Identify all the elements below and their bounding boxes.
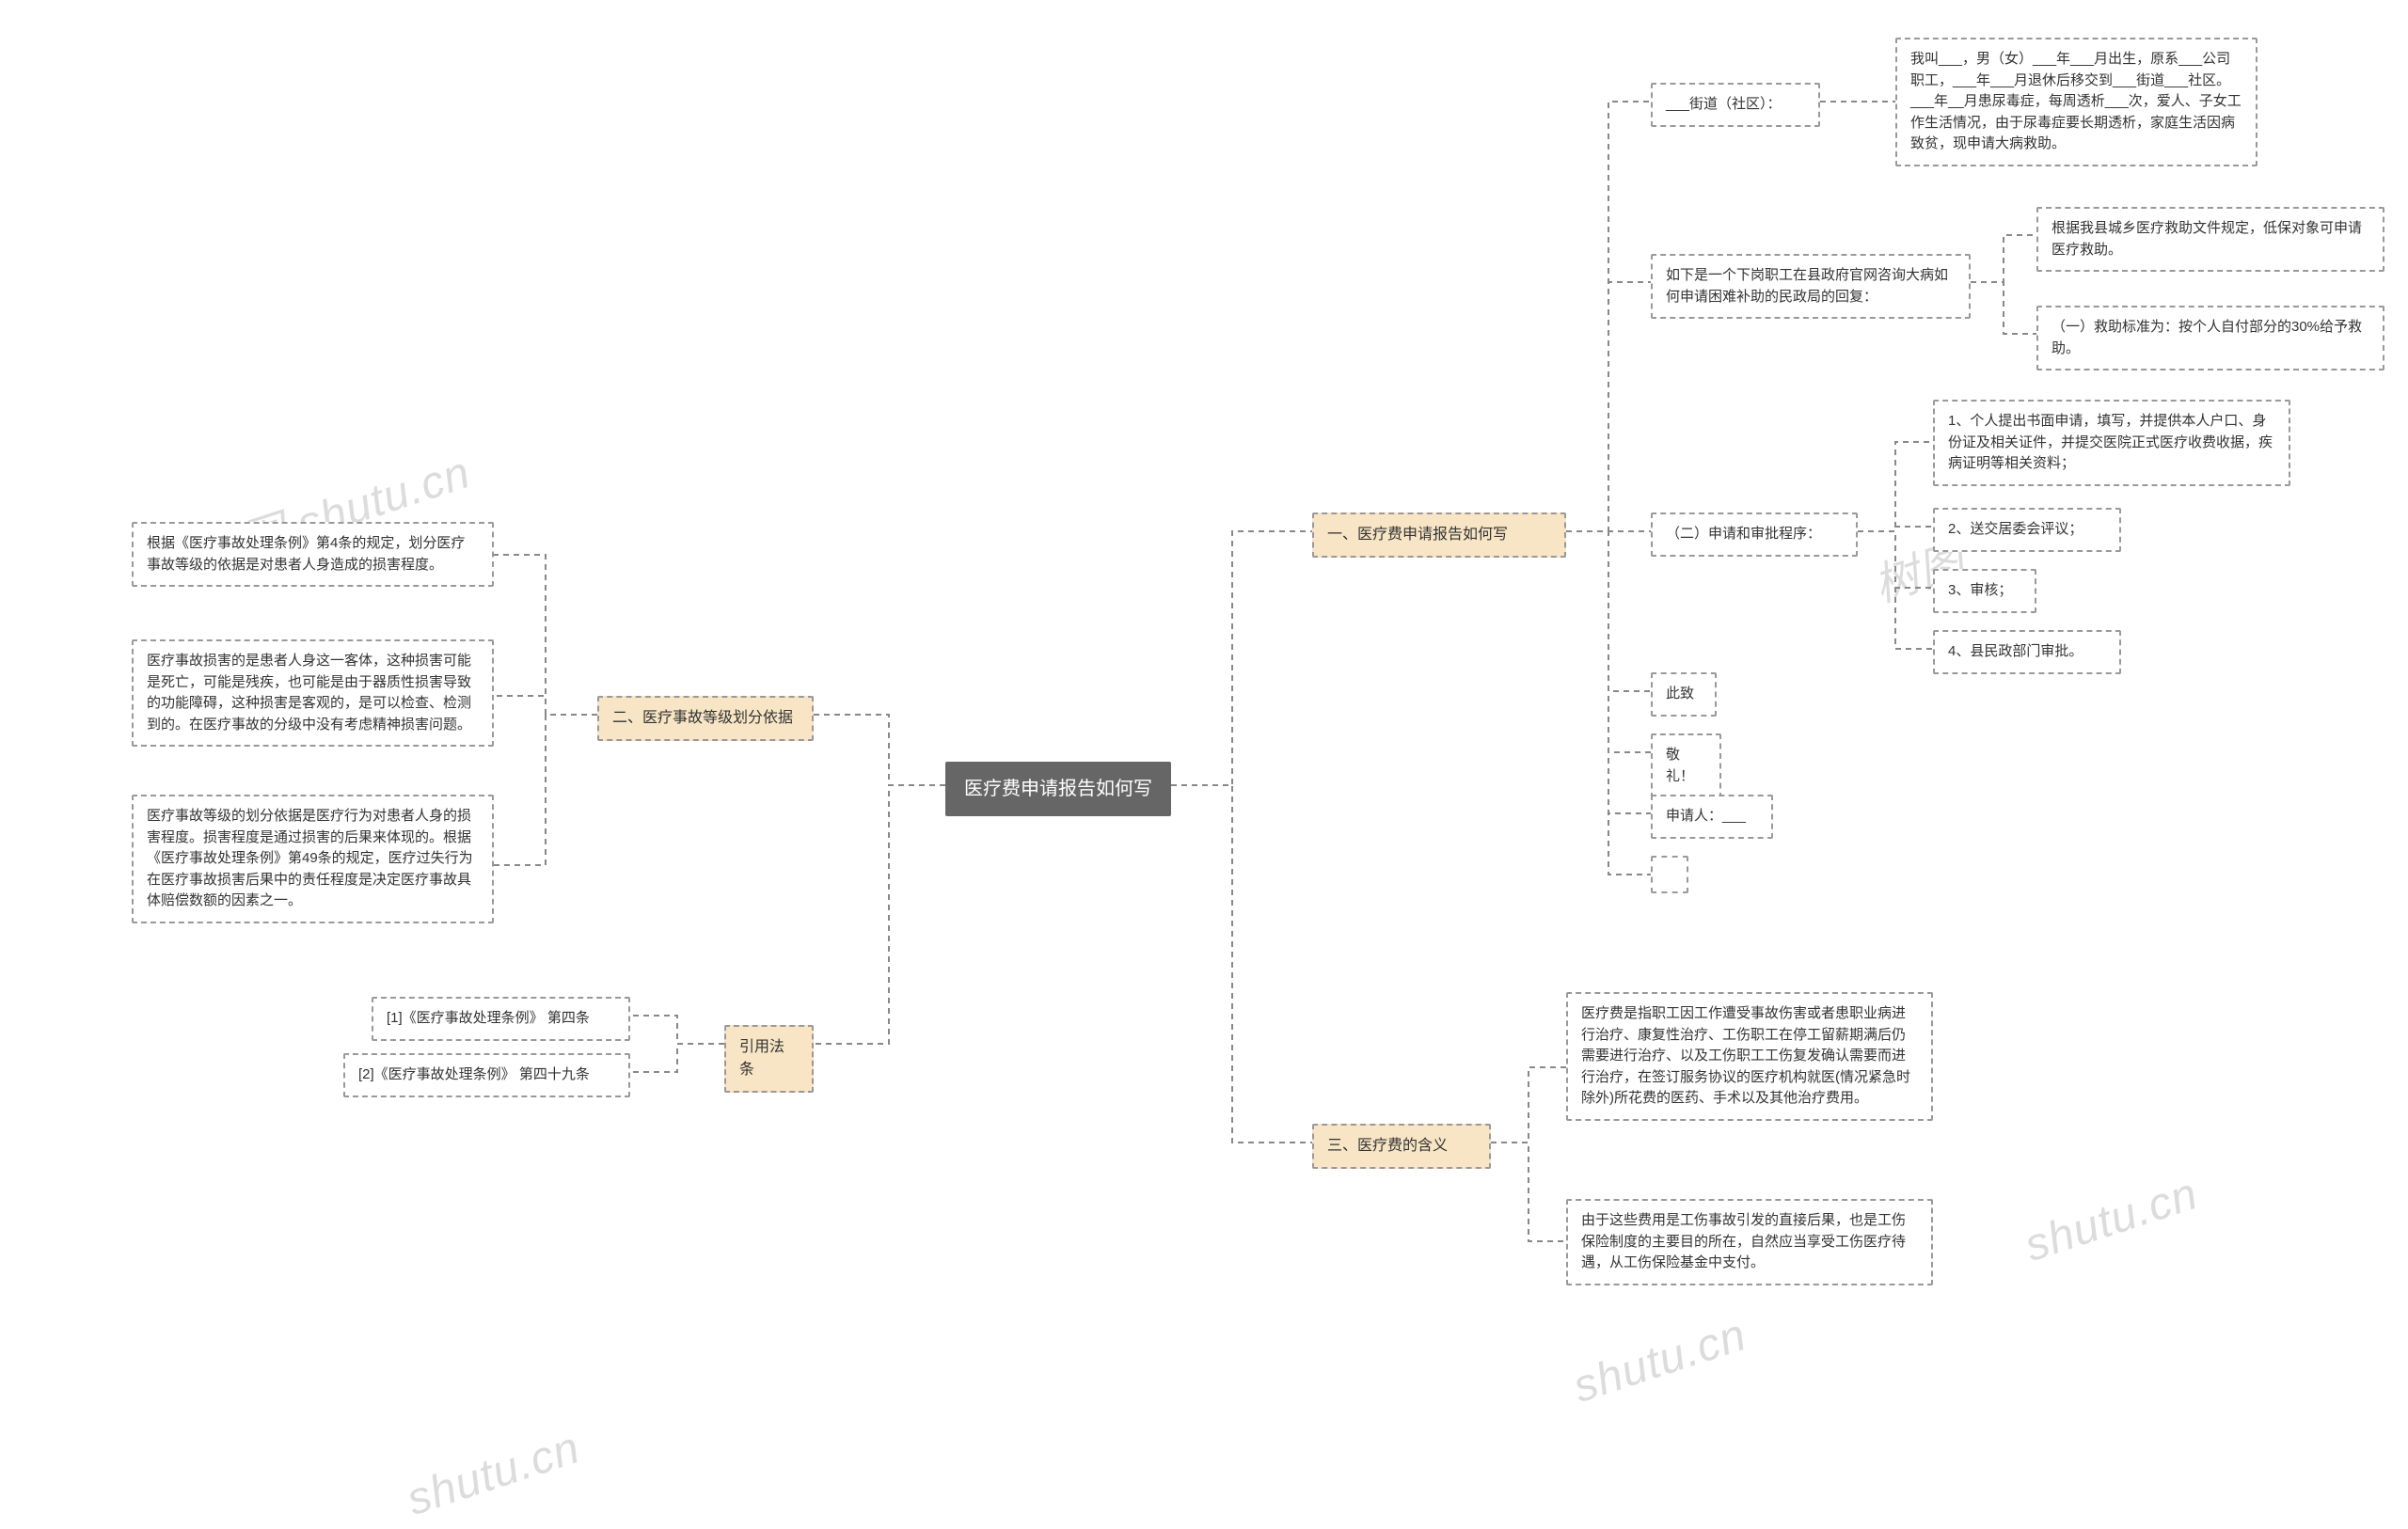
branch-3: 三、医疗费的含义 bbox=[1312, 1124, 1491, 1169]
branch-1: 一、医疗费申请报告如何写 bbox=[1312, 512, 1566, 558]
leaf-b1-n2-1: 根据我县城乡医疗救助文件规定，低保对象可申请医疗救助。 bbox=[2036, 207, 2384, 272]
leaf-b1-n3-2: 2、送交居委会评议； bbox=[1933, 508, 2121, 552]
leaf-b3-n2: 由于这些费用是工伤事故引发的直接后果，也是工伤保险制度的主要目的所在，自然应当享… bbox=[1566, 1199, 1933, 1285]
leaf-b1-n4: 此致 bbox=[1651, 672, 1717, 717]
leaf-b1-n3-3: 3、审核； bbox=[1933, 569, 2036, 613]
leaf-b4-n1: [1]《医疗事故处理条例》 第四条 bbox=[372, 997, 630, 1041]
branch-4: 引用法条 bbox=[724, 1025, 814, 1093]
root-node: 医疗费申请报告如何写 bbox=[945, 762, 1171, 816]
watermark: shutu.cn bbox=[401, 1422, 586, 1526]
watermark: shutu.cn bbox=[2019, 1168, 2204, 1272]
leaf-b1-n1: ___街道（社区）： bbox=[1651, 83, 1820, 127]
watermark: shutu.cn bbox=[1567, 1309, 1752, 1413]
branch-2: 二、医疗事故等级划分依据 bbox=[597, 696, 814, 741]
leaf-b1-n2: 如下是一个下岗职工在县政府官网咨询大病如何申请困难补助的民政局的回复： bbox=[1651, 254, 1971, 319]
leaf-b2-n3: 医疗事故等级的划分依据是医疗行为对患者人身的损害程度。损害程度是通过损害的后果来… bbox=[132, 795, 494, 923]
leaf-b3-n1: 医疗费是指职工因工作遭受事故伤害或者患职业病进行治疗、康复性治疗、工伤职工在停工… bbox=[1566, 992, 1933, 1121]
leaf-b1-n3-1: 1、个人提出书面申请，填写，并提供本人户口、身份证及相关证件，并提交医院正式医疗… bbox=[1933, 400, 2290, 486]
leaf-b1-n3: （二）申请和审批程序： bbox=[1651, 512, 1858, 557]
leaf-b1-n7 bbox=[1651, 856, 1688, 893]
leaf-b1-n1-1: 我叫___，男（女）___年___月出生，原系___公司职工，___年___月退… bbox=[1895, 38, 2258, 166]
leaf-b4-n2: [2]《医疗事故处理条例》 第四十九条 bbox=[343, 1053, 630, 1097]
leaf-b2-n2: 医疗事故损害的是患者人身这一客体，这种损害可能是死亡，可能是残疾，也可能是由于器… bbox=[132, 639, 494, 747]
leaf-b1-n5: 敬礼！ bbox=[1651, 733, 1721, 798]
leaf-b2-n1: 根据《医疗事故处理条例》第4条的规定，划分医疗事故等级的依据是对患者人身造成的损… bbox=[132, 522, 494, 587]
leaf-b1-n2-2: （一）救助标准为：按个人自付部分的30%给予救助。 bbox=[2036, 306, 2384, 370]
leaf-b1-n6: 申请人：___ bbox=[1651, 795, 1773, 839]
leaf-b1-n3-4: 4、县民政部门审批。 bbox=[1933, 630, 2121, 674]
